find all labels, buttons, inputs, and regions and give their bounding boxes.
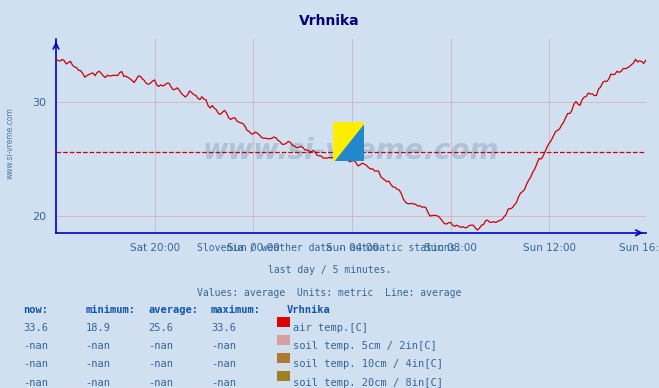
Text: www.si-vreme.com: www.si-vreme.com [5,107,14,180]
Text: -nan: -nan [148,341,173,351]
Text: 18.9: 18.9 [86,323,111,333]
Polygon shape [349,142,364,161]
Polygon shape [333,122,364,161]
Text: air temp.[C]: air temp.[C] [293,323,368,333]
Polygon shape [333,122,364,161]
Text: Vrhnika: Vrhnika [287,305,330,315]
Polygon shape [349,122,364,142]
Text: -nan: -nan [211,359,236,369]
Text: average:: average: [148,305,198,315]
Text: -nan: -nan [86,341,111,351]
Polygon shape [333,122,364,161]
Text: minimum:: minimum: [86,305,136,315]
Text: soil temp. 20cm / 8in[C]: soil temp. 20cm / 8in[C] [293,378,444,388]
Text: last day / 5 minutes.: last day / 5 minutes. [268,265,391,275]
Text: -nan: -nan [211,341,236,351]
Text: -nan: -nan [23,359,48,369]
Text: -nan: -nan [148,359,173,369]
Text: Vrhnika: Vrhnika [299,14,360,28]
Text: 33.6: 33.6 [211,323,236,333]
Text: maximum:: maximum: [211,305,261,315]
Text: Values: average  Units: metric  Line: average: Values: average Units: metric Line: aver… [197,288,462,298]
Text: soil temp. 10cm / 4in[C]: soil temp. 10cm / 4in[C] [293,359,444,369]
Text: -nan: -nan [23,341,48,351]
Text: www.si-vreme.com: www.si-vreme.com [203,137,499,165]
Text: 33.6: 33.6 [23,323,48,333]
Text: now:: now: [23,305,48,315]
Polygon shape [333,122,364,161]
Text: -nan: -nan [86,378,111,388]
Text: -nan: -nan [148,378,173,388]
Text: Slovenia / weather data - automatic stations.: Slovenia / weather data - automatic stat… [197,242,462,253]
Text: -nan: -nan [211,378,236,388]
Text: -nan: -nan [23,378,48,388]
Text: -nan: -nan [86,359,111,369]
Text: soil temp. 5cm / 2in[C]: soil temp. 5cm / 2in[C] [293,341,437,351]
Text: 25.6: 25.6 [148,323,173,333]
